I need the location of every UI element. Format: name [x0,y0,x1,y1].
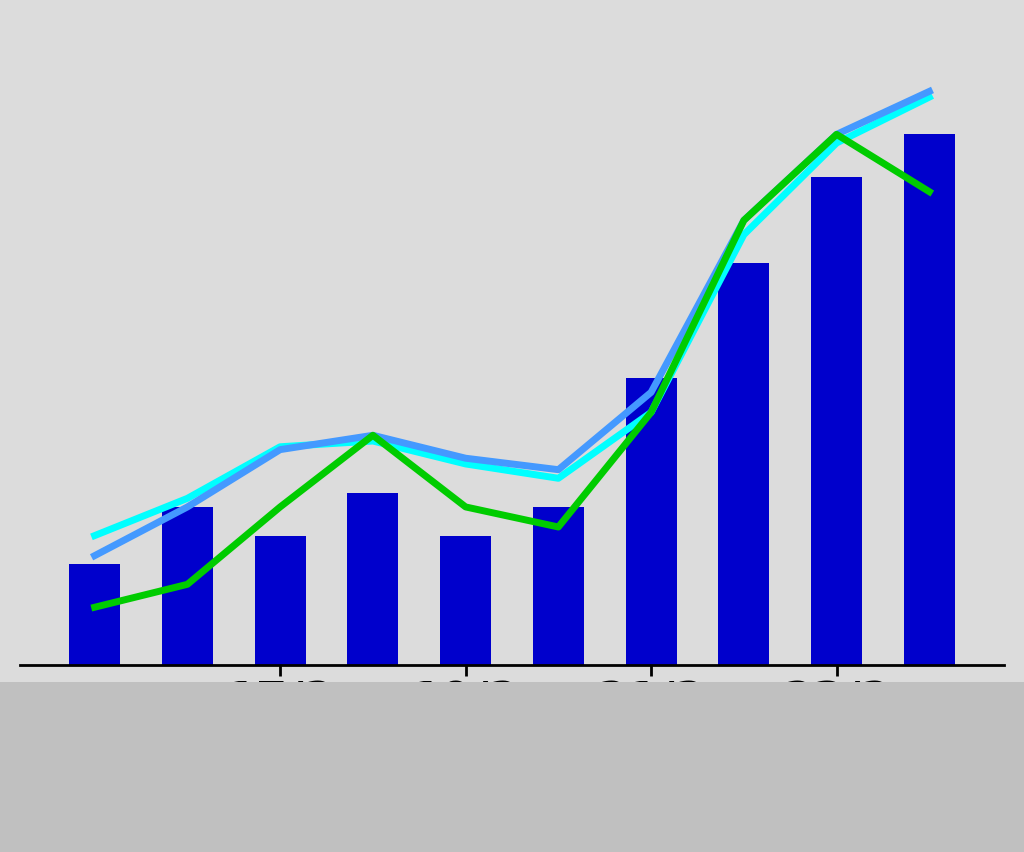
Bar [904,135,954,665]
Bar [719,263,769,665]
Bar [532,507,584,665]
Bar [440,536,492,665]
Legend: Giardini – Modena, Parco: Giardini – Modena, Parco [52,752,972,821]
Bar [162,507,213,665]
Bar [626,378,677,665]
Bar [811,177,862,665]
Bar [255,536,305,665]
Bar [70,564,120,665]
Bar [347,492,398,665]
